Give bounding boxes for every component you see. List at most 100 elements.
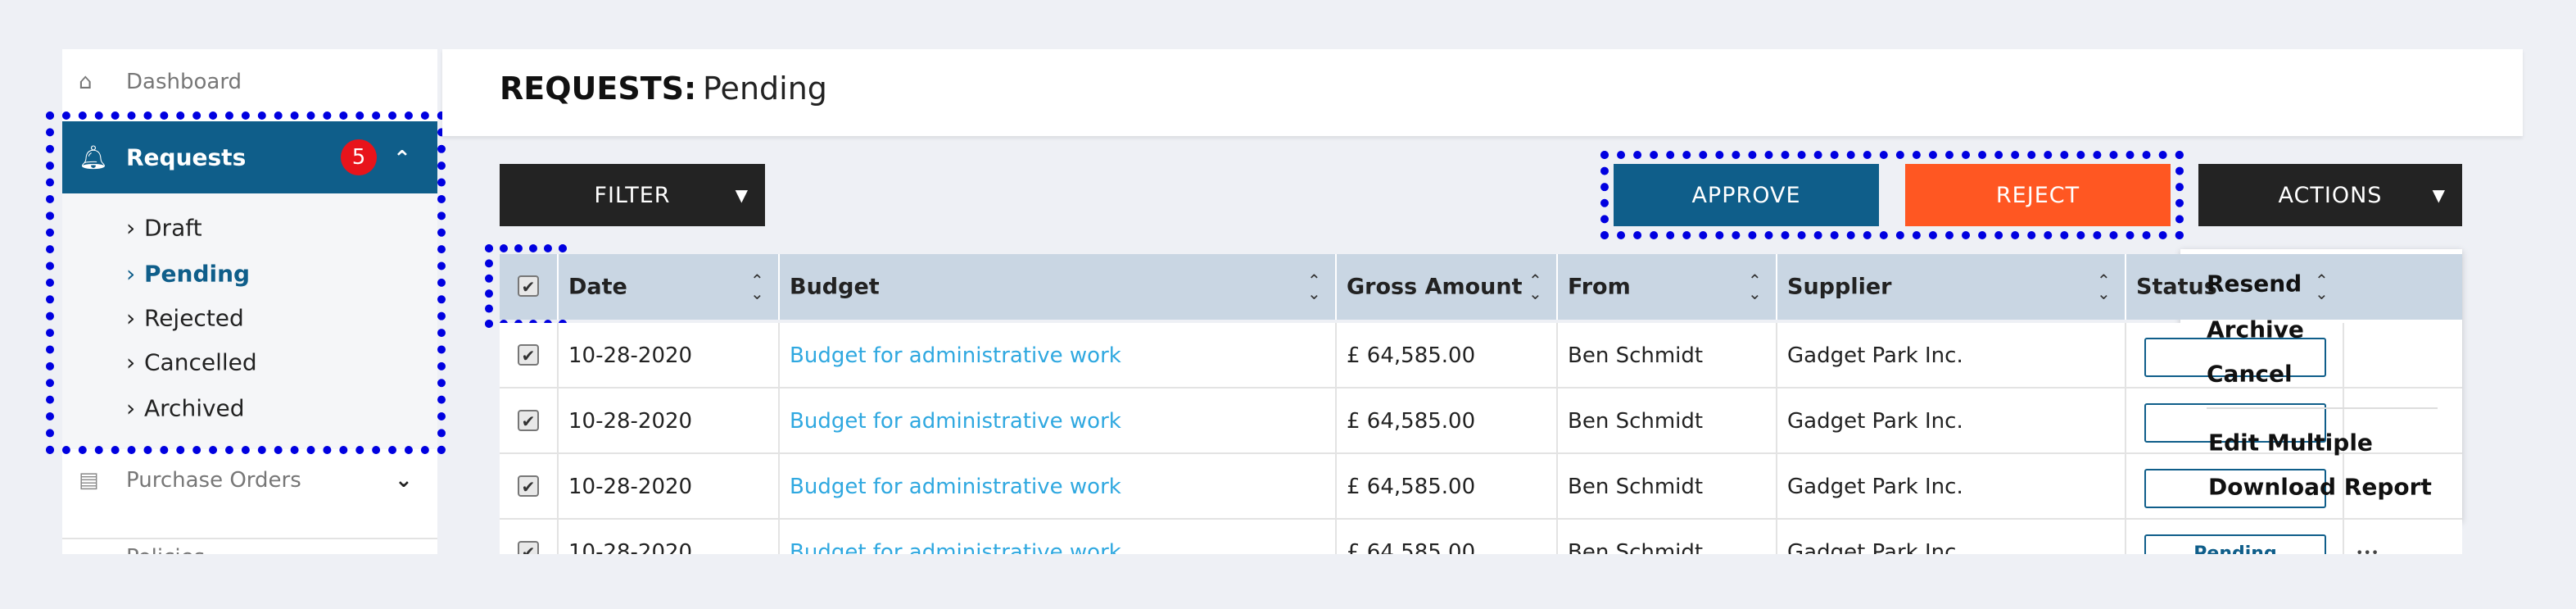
status-box[interactable] — [2144, 469, 2326, 508]
col-sep — [2125, 254, 2126, 320]
checkbox[interactable]: ✔ — [518, 344, 539, 366]
cell-sep — [778, 520, 780, 554]
status-box[interactable] — [2144, 403, 2326, 443]
cell-sep — [557, 454, 559, 518]
header — [442, 49, 2523, 136]
submenu-item[interactable]: Archived — [144, 394, 245, 422]
table-row — [500, 454, 2462, 518]
cell-sep — [2125, 389, 2126, 452]
col-sep — [778, 254, 780, 320]
cell[interactable]: Budget for administrative work — [790, 475, 1121, 499]
menu-item[interactable]: Cancel — [2207, 360, 2293, 388]
label: ACTIONS — [2278, 182, 2383, 208]
nav-item[interactable]: Requests — [126, 143, 247, 171]
submenu-item[interactable]: Pending — [144, 260, 251, 288]
label: FILTER — [594, 182, 671, 208]
cell-sep — [1335, 454, 1337, 518]
arrow: › — [126, 214, 136, 242]
arrow: › — [126, 394, 136, 422]
col-sep — [1556, 254, 1558, 320]
row-border — [500, 518, 2462, 520]
checkbox[interactable]: ✔ — [518, 541, 539, 554]
cell-sep — [557, 323, 559, 387]
checkbox[interactable]: ✔ — [518, 275, 539, 297]
cell: £ 64,585.00 — [1347, 540, 1476, 554]
nav-item[interactable]: Policies — [126, 545, 205, 554]
cell[interactable]: Budget for administrative work — [790, 409, 1121, 434]
column-header[interactable]: Budget — [790, 274, 880, 300]
cell[interactable]: Budget for administrative work — [790, 343, 1121, 368]
table-row — [500, 389, 2462, 452]
nav-item[interactable]: Purchase Orders — [126, 468, 301, 493]
submenu-item[interactable]: Draft — [144, 214, 202, 242]
cell: Gadget Park Inc. — [1787, 343, 1963, 368]
cell-sep — [778, 454, 780, 518]
filter-button[interactable]: FILTER ▼ — [500, 164, 765, 226]
menu-item[interactable]: Edit Multiple — [2208, 429, 2373, 457]
cell-sep — [1335, 323, 1337, 387]
col-sep — [557, 254, 559, 320]
column-header[interactable]: Gross Amount — [1347, 274, 1523, 300]
col-sep — [1776, 254, 1777, 320]
status-box[interactable] — [2144, 338, 2326, 377]
title: REQUESTS: — [500, 70, 697, 107]
column-header[interactable]: From — [1568, 274, 1631, 300]
highlight — [46, 111, 446, 454]
caret: ▼ — [735, 185, 749, 205]
cell: Ben Schmidt — [1568, 409, 1704, 434]
arrow: › — [126, 348, 136, 376]
reject-button[interactable]: REJECT — [1905, 164, 2171, 226]
status-box[interactable]: Pending — [2144, 534, 2326, 554]
app: ⌂ Dashboard 🔔︎ Requests 5 ⌃ ▤ Purchase O… — [46, 49, 2523, 555]
cell: Gadget Park Inc. — [1787, 409, 1963, 434]
sort-icon[interactable]: ⌃ ⌄ — [2097, 270, 2111, 303]
row-border — [500, 452, 2462, 454]
cell: Ben Schmidt — [1568, 343, 1704, 368]
column-header[interactable]: Supplier — [1787, 274, 1892, 300]
menu-item[interactable]: Resend — [2207, 270, 2302, 298]
approve-button[interactable]: APPROVE — [1614, 164, 1879, 226]
sort-icon[interactable]: ⌃ ⌄ — [1307, 270, 1321, 303]
menu-item[interactable]: Download Report — [2208, 473, 2432, 501]
sort-icon[interactable]: ⌃ ⌄ — [1528, 270, 1542, 303]
column-header[interactable]: Status — [2136, 274, 2217, 300]
cell-sep — [557, 389, 559, 452]
actions-button[interactable]: ACTIONS ▼ — [2198, 164, 2462, 226]
nav-item[interactable]: Dashboard — [126, 70, 242, 94]
menu-item[interactable]: Archive — [2207, 316, 2304, 343]
sort-icon[interactable]: ⌃ ⌄ — [2315, 270, 2329, 303]
cell: £ 64,585.00 — [1347, 409, 1476, 434]
cell: Ben Schmidt — [1568, 540, 1704, 554]
col-sep — [1335, 254, 1337, 320]
cell-sep — [1556, 454, 1558, 518]
home-icon: ⌂ — [79, 70, 93, 94]
cell: 10-28-2020 — [568, 343, 693, 368]
doc-icon: ▤ — [79, 468, 99, 493]
cell-sep — [2343, 389, 2344, 452]
cell-sep — [1556, 323, 1558, 387]
menu-divider — [2207, 407, 2438, 409]
sort-icon[interactable]: ⌃ ⌄ — [1748, 270, 1762, 303]
cell-sep — [1556, 389, 1558, 452]
cell: £ 64,585.00 — [1347, 343, 1476, 368]
cell: £ 64,585.00 — [1347, 475, 1476, 499]
column-header[interactable]: Date — [568, 274, 627, 300]
submenu-item[interactable]: Rejected — [144, 304, 244, 332]
cell-sep — [1776, 323, 1777, 387]
cell[interactable]: Budget for administrative work — [790, 540, 1121, 554]
divider — [62, 538, 437, 539]
more-button[interactable]: ••• — [2356, 544, 2379, 555]
table-header — [500, 254, 2462, 320]
row-border — [500, 387, 2462, 389]
arrow: › — [126, 260, 136, 288]
sort-icon[interactable]: ⌃ ⌄ — [750, 270, 764, 303]
cell-sep — [557, 520, 559, 554]
table-row — [500, 323, 2462, 387]
bell-icon: 🔔︎ — [79, 143, 108, 171]
submenu-item[interactable]: Cancelled — [144, 348, 257, 376]
checkbox[interactable]: ✔ — [518, 410, 539, 431]
cell-sep — [1776, 389, 1777, 452]
table-row — [500, 520, 2462, 554]
checkbox[interactable]: ✔ — [518, 475, 539, 497]
cell-sep — [2125, 323, 2126, 387]
